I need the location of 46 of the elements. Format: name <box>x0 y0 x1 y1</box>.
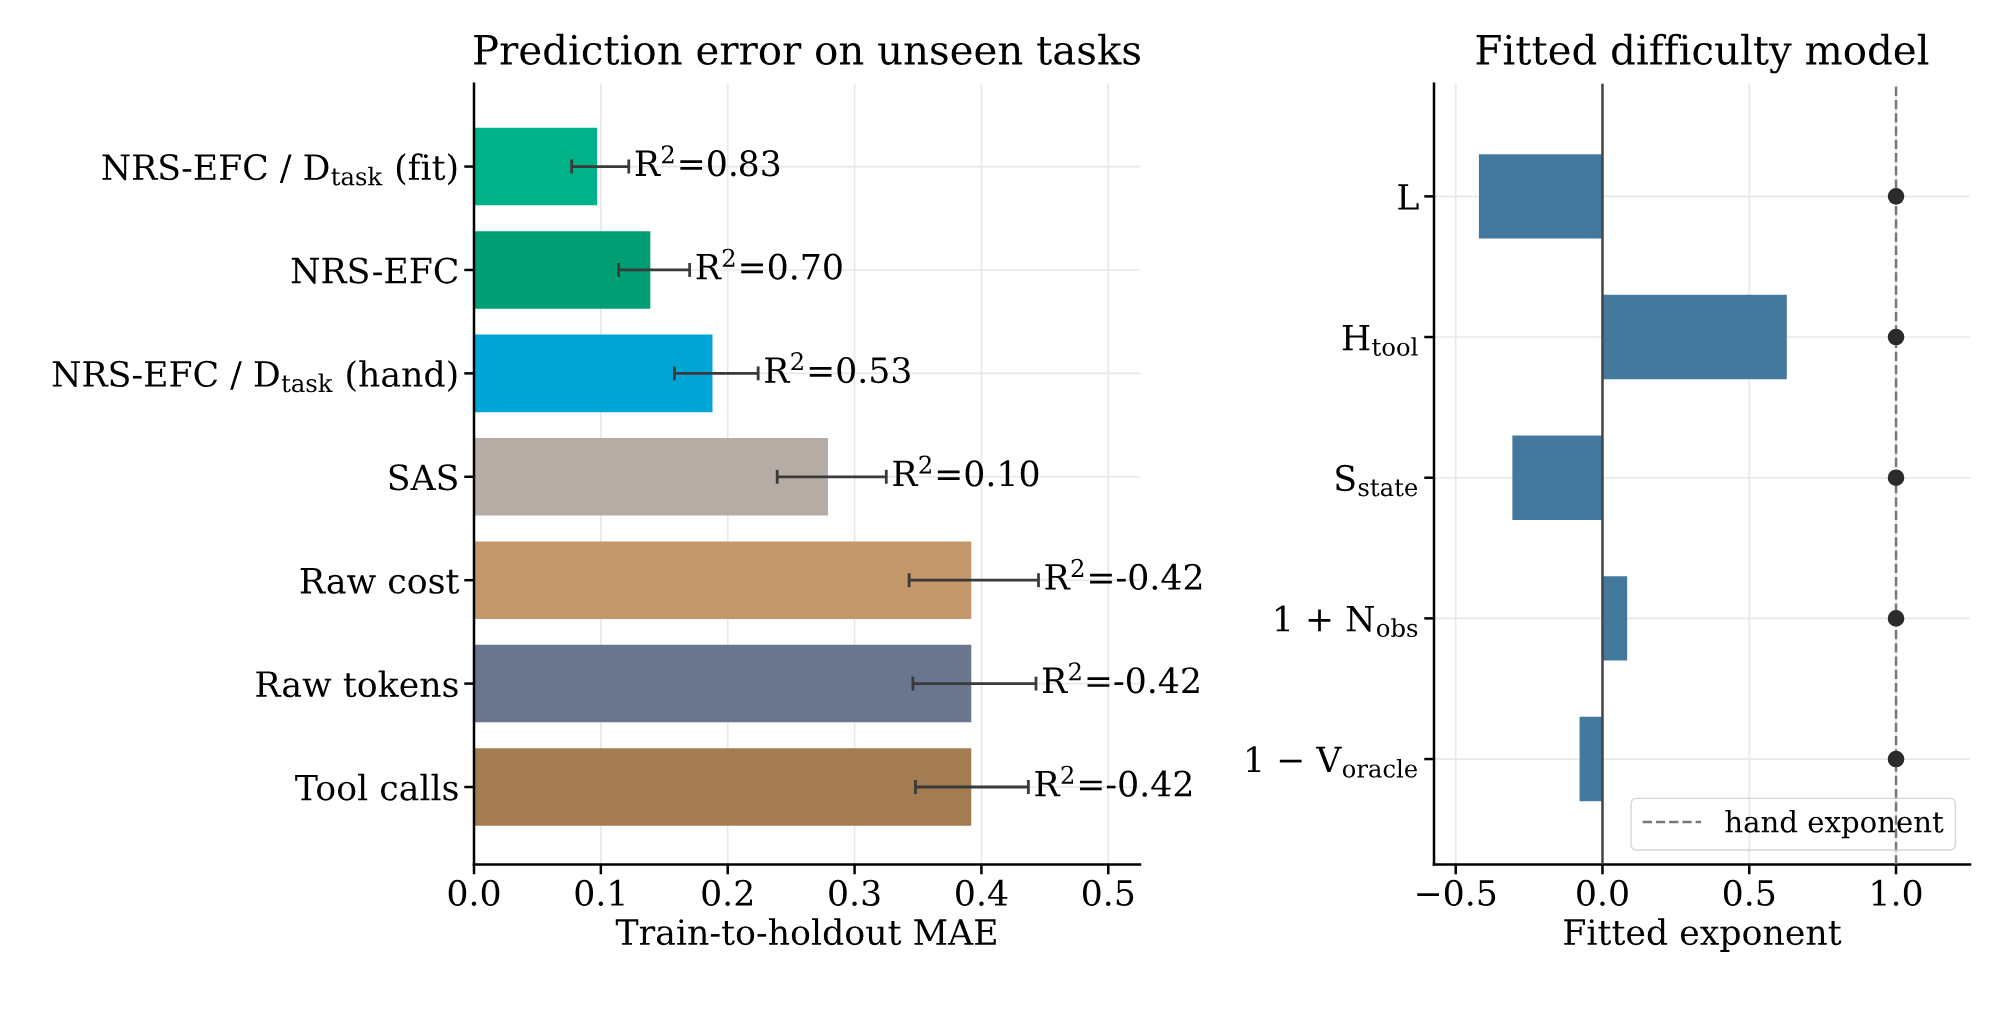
bar <box>474 231 651 309</box>
ref-line-label: hand exponent <box>1725 810 1944 839</box>
data-label: R$^{2}$=0.83 <box>635 145 780 177</box>
x-tick-label: 0.1 <box>575 879 624 907</box>
chart-title: Prediction error on unseen tasks <box>474 33 1140 65</box>
bar <box>474 748 972 826</box>
bar <box>1512 435 1603 520</box>
x-axis-title: Fitted exponent <box>1564 918 1842 952</box>
y-tick-label: H$_{tool}$ <box>1342 324 1418 356</box>
x-tick-label: 1.0 <box>1872 879 1922 907</box>
y-tick-label: 1 + N$_{obs}$ <box>1276 605 1418 638</box>
x-tick-label: 0.3 <box>829 879 880 907</box>
y-tick-label: NRS-EFC <box>291 257 458 284</box>
bar <box>474 644 972 723</box>
x-tick-label: 0.5 <box>1082 879 1134 907</box>
data-label: R$^{2}$=-0.42 <box>1045 558 1202 591</box>
y-tick-label: NRS-EFC / D$_{task}$ (hand) <box>52 360 457 393</box>
data-label: R$^{2}$=0.53 <box>765 352 910 384</box>
data-label: R$^{2}$=0.70 <box>696 248 842 280</box>
bar <box>474 438 828 516</box>
bar <box>1602 294 1787 380</box>
x-tick-label: 0.2 <box>702 879 752 907</box>
data-label: R$^{2}$=-0.42 <box>1042 662 1199 694</box>
y-tick-label: Raw cost <box>300 568 460 594</box>
bar <box>1602 576 1628 661</box>
y-tick-label: Tool calls <box>295 773 458 801</box>
bar <box>474 127 598 206</box>
y-tick-label: Raw tokens <box>256 670 458 698</box>
bar <box>474 541 972 619</box>
x-axis-title: Train-to-holdout MAE <box>615 918 996 946</box>
y-tick-label: SAS <box>389 464 457 491</box>
y-tick-label: L <box>1398 184 1419 210</box>
y-tick-label: 1 − V$_{oracle}$ <box>1247 746 1417 778</box>
bar <box>1478 154 1603 239</box>
bar <box>1579 716 1603 802</box>
y-tick-label: S$_{state}$ <box>1336 464 1418 497</box>
data-label: R$^{2}$=-0.42 <box>1035 765 1191 797</box>
x-tick-label: 0.0 <box>1577 879 1628 907</box>
x-tick-label: 0.4 <box>956 879 1008 907</box>
x-tick-label: −0.5 <box>1417 879 1496 907</box>
y-tick-label: NRS-EFC / D$_{task}$ (fit) <box>102 153 457 186</box>
data-label: R$^{2}$=0.10 <box>893 455 1039 487</box>
x-tick-label: 0.0 <box>448 879 500 907</box>
x-tick-label: 0.5 <box>1723 879 1775 907</box>
chart-title: Fitted difficulty model <box>1476 33 1929 74</box>
bar <box>474 334 713 413</box>
